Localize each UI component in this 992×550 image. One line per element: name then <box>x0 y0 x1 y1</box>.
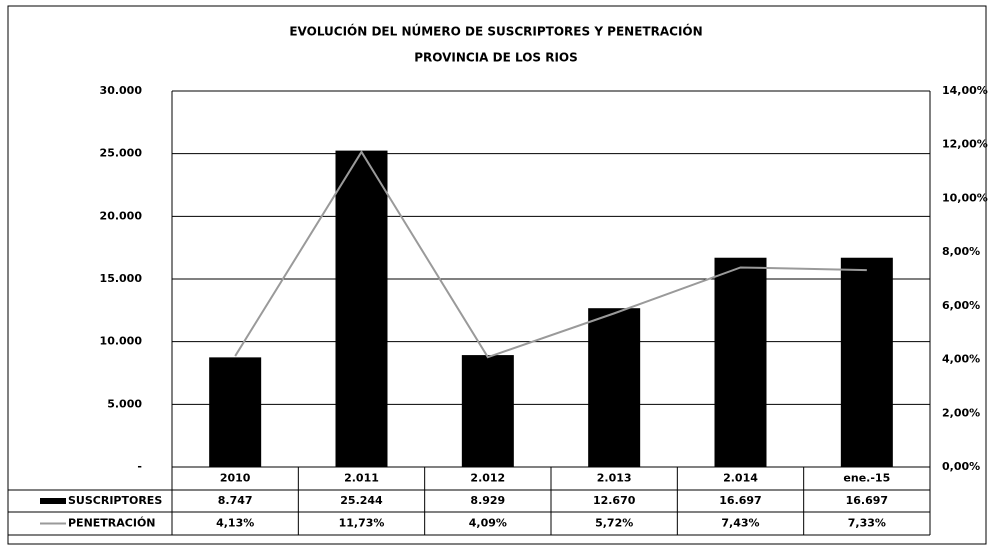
y2-tick-label: 6,00% <box>942 299 980 312</box>
bar <box>588 308 641 467</box>
bar <box>209 357 262 467</box>
bar <box>840 257 893 467</box>
y-tick-label: - <box>137 460 142 473</box>
x-tick-label: ene.-15 <box>843 472 890 485</box>
y-tick-label: 25.000 <box>100 147 143 160</box>
y2-tick-label: 4,00% <box>942 353 980 366</box>
y2-tick-label: 14,00% <box>942 84 988 97</box>
data-label: 5,72% <box>595 517 633 530</box>
data-label: 16.697 <box>846 494 888 507</box>
x-tick-label: 2.013 <box>597 472 632 485</box>
bar <box>461 355 514 467</box>
x-tick-label: 2.012 <box>470 472 505 485</box>
legend-label: SUSCRIPTORES <box>68 494 162 507</box>
y-tick-label: 5.000 <box>107 397 142 410</box>
data-label: 11,73% <box>339 517 385 530</box>
data-label: 8.747 <box>218 494 253 507</box>
line <box>234 150 867 359</box>
chart-title: EVOLUCIÓN DEL NÚMERO DE SUSCRIPTORES Y P… <box>289 24 702 39</box>
y2-tick-label: 12,00% <box>942 138 988 151</box>
data-label: 12.670 <box>593 494 636 507</box>
data-label: 7,33% <box>848 517 886 530</box>
y2-tick-label: 0,00% <box>942 460 980 473</box>
x-tick-label: 2010 <box>220 472 251 485</box>
x-tick-label: 2.011 <box>344 472 379 485</box>
bar <box>335 150 388 468</box>
data-label: 8.929 <box>470 494 505 507</box>
data-label: 7,43% <box>721 517 759 530</box>
y2-tick-label: 2,00% <box>942 406 980 419</box>
legend-label: PENETRACIÓN <box>68 517 156 530</box>
data-label: 4,13% <box>216 517 254 530</box>
y2-tick-label: 10,00% <box>942 191 988 204</box>
data-label: 16.697 <box>719 494 761 507</box>
x-tick-label: 2.014 <box>723 472 758 485</box>
y2-tick-label: 8,00% <box>942 245 980 258</box>
chart-subtitle: PROVINCIA DE LOS RIOS <box>414 51 578 65</box>
y-tick-label: 20.000 <box>100 209 143 222</box>
data-label: 4,09% <box>469 517 507 530</box>
legend-key <box>40 498 66 504</box>
y-tick-label: 30.000 <box>100 84 143 97</box>
y-tick-label: 15.000 <box>100 272 143 285</box>
data-label: 25.244 <box>340 494 383 507</box>
bar <box>714 257 767 467</box>
y-tick-label: 10.000 <box>100 335 143 348</box>
